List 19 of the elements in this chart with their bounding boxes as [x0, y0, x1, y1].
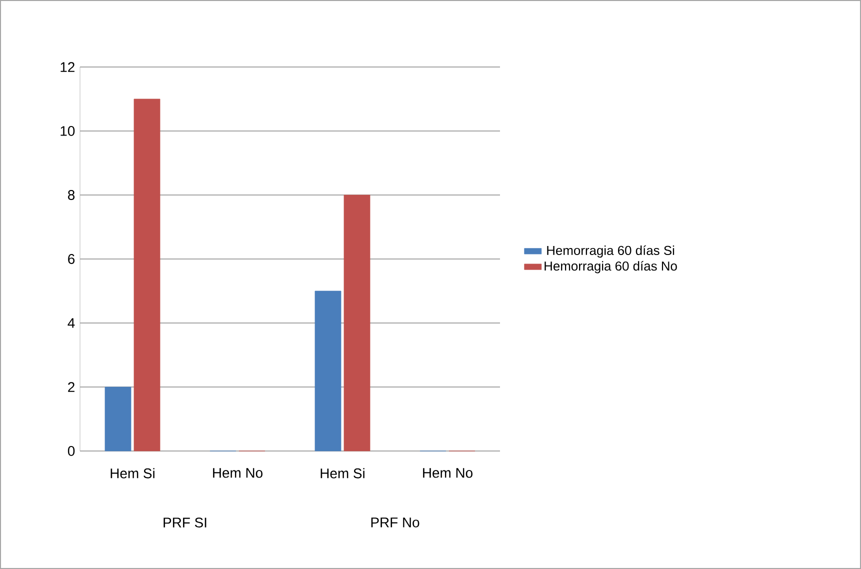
text: PRF SI [164, 518, 206, 528]
x-tick-label: Hem No [213, 468, 262, 478]
y-tick-label: 12 [60, 62, 74, 72]
x-tick-label: Hem No [423, 468, 472, 478]
y-tick-label: 6 [68, 254, 75, 264]
bar [104, 386, 132, 452]
bar [344, 194, 370, 452]
y-tick-label: 0 [68, 446, 75, 456]
y-tick-label: 2 [68, 382, 74, 392]
bar [134, 98, 160, 452]
bar [314, 290, 342, 452]
y-tick-label: 8 [68, 190, 75, 200]
legend-label: Hemorragia 60 días No [544, 260, 677, 274]
y-tick-label: 10 [60, 126, 75, 136]
text: PRF No [371, 518, 420, 528]
y-tick-label: 4 [68, 318, 75, 328]
legend-label: Hemorragia 60 días Si [547, 245, 674, 258]
x-tick-label: Hem Si [110, 468, 154, 478]
x-tick-label: Hem Si [320, 468, 364, 478]
